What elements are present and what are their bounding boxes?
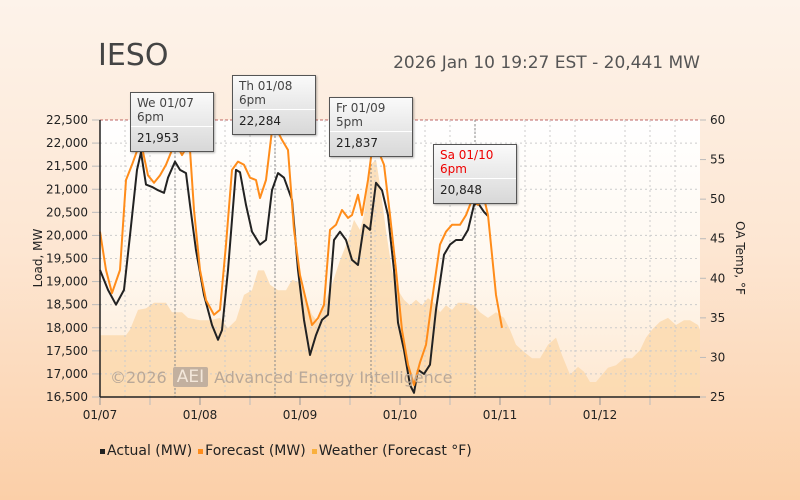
y2-axis-label: OA Temp, °F — [733, 221, 747, 295]
tooltip-label: Fr 01/09 5pm — [330, 98, 412, 132]
watermark-company: Advanced Energy Intelligence — [214, 367, 453, 387]
tooltip-label: We 01/07 6pm — [131, 93, 213, 127]
tooltip: We 01/07 6pm 21,953 — [130, 92, 214, 152]
forecast-series-line — [99, 129, 503, 386]
x-tick-label: 01/12 — [583, 408, 618, 422]
x-tick-label: 01/07 — [83, 408, 118, 422]
legend: Actual (MW) Forecast (MW) Weather (Forec… — [100, 443, 472, 459]
watermark: ©2026 AEI Advanced Energy Intelligence — [110, 367, 452, 387]
y2-tick-label: 25 — [710, 390, 725, 404]
legend-item-forecast[interactable]: Forecast (MW) — [198, 443, 306, 459]
y2-tick-label: 60 — [710, 113, 725, 127]
y2-tick-label: 35 — [710, 311, 725, 325]
tooltip: Sa 01/10 6pm 20,848 — [433, 144, 517, 204]
tooltip-value: 20,848 — [440, 183, 482, 197]
x-tick-label: 01/09 — [283, 408, 318, 422]
y-tick-label: 22,500 — [46, 113, 88, 127]
y-tick-label: 18,500 — [46, 298, 88, 312]
y2-tick-label: 55 — [710, 153, 725, 167]
y-tick-label: 20,000 — [46, 228, 88, 242]
tooltip-value: 22,284 — [239, 114, 281, 128]
y-tick-label: 17,000 — [46, 367, 88, 381]
chart-subtitle: 2026 Jan 10 19:27 EST - 20,441 MW — [393, 53, 700, 73]
x-tick-label: 01/11 — [483, 408, 518, 422]
y2-tick-label: 45 — [710, 232, 725, 246]
tooltip: Fr 01/09 5pm 21,837 — [329, 97, 413, 157]
tooltip-label: Th 01/08 6pm — [233, 76, 315, 110]
legend-item-actual[interactable]: Actual (MW) — [100, 443, 192, 459]
tooltip: Th 01/08 6pm 22,284 — [232, 75, 316, 135]
y-tick-label: 17,500 — [46, 344, 88, 358]
watermark-copyright: ©2026 — [110, 367, 167, 387]
y-tick-label: 16,500 — [46, 390, 88, 404]
y-tick-label: 19,000 — [46, 275, 88, 289]
y-tick-label: 19,500 — [46, 252, 88, 266]
actual-series-line — [99, 151, 489, 394]
weather-series-area — [100, 159, 700, 397]
y2-tick-label: 40 — [710, 271, 725, 285]
y-tick-label: 22,000 — [46, 136, 88, 150]
y-tick-label: 21,500 — [46, 159, 88, 173]
y-axis-label: Load, MW — [31, 229, 45, 288]
x-tick-label: 01/08 — [183, 408, 218, 422]
x-tick-label: 01/10 — [383, 408, 418, 422]
tooltip-value: 21,837 — [336, 136, 378, 150]
y-tick-label: 21,000 — [46, 182, 88, 196]
tooltip-label: Sa 01/10 6pm — [434, 145, 516, 179]
y2-tick-label: 50 — [710, 192, 725, 206]
legend-item-weather[interactable]: Weather (Forecast °F) — [311, 443, 472, 459]
tooltip-value: 21,953 — [137, 131, 179, 145]
aei-logo: AEI — [172, 367, 209, 387]
y-tick-label: 20,500 — [46, 205, 88, 219]
chart-title: IESO — [98, 38, 169, 73]
y2-tick-label: 30 — [710, 350, 725, 364]
y-tick-label: 18,000 — [46, 321, 88, 335]
